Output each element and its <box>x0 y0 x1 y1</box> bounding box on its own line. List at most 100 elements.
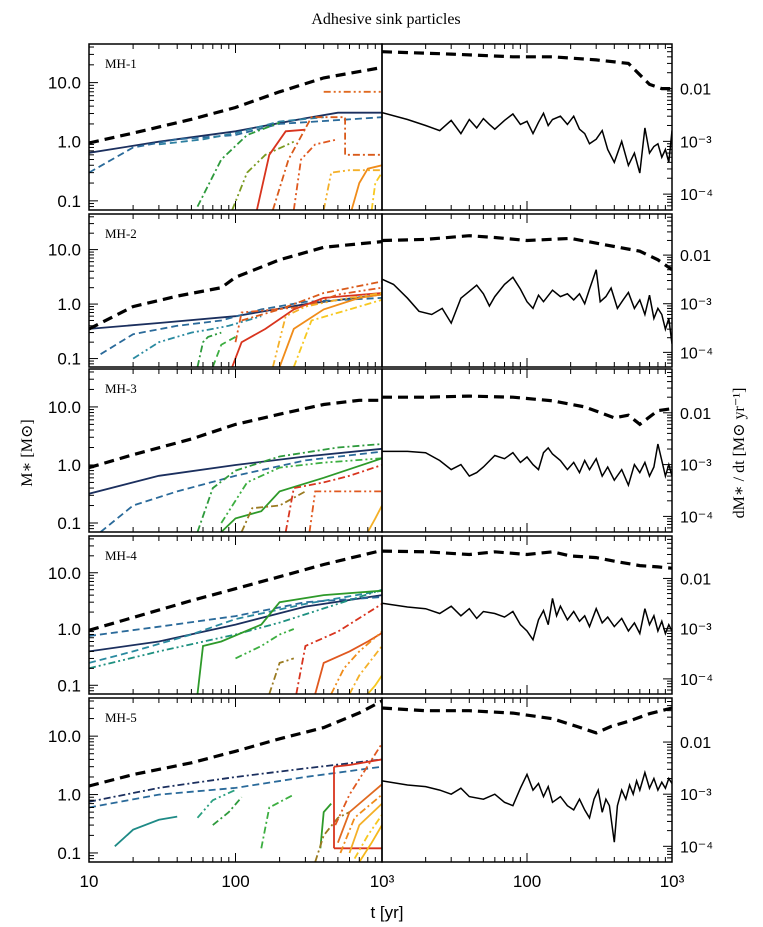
right-y-tick-label: 10⁻³ <box>680 297 712 314</box>
left-y-tick-label: 0.1 <box>57 192 81 211</box>
left-y-tick-label: 1.0 <box>57 620 81 639</box>
total-rate-line <box>382 549 672 570</box>
sink-mass-line <box>278 293 382 367</box>
sink-mass-line <box>89 594 382 653</box>
left-y-tick-label: 1.0 <box>57 456 81 475</box>
left-y-tick-label: 10.0 <box>48 398 81 417</box>
sink-mass-line <box>132 315 262 360</box>
sink-mass-line <box>333 758 382 768</box>
sink-mass-line <box>260 793 295 849</box>
total-rate-line <box>382 706 672 735</box>
total-mass-line <box>89 398 382 470</box>
left-y-tick-label: 0.1 <box>57 514 81 533</box>
left-y-tick-label: 10.0 <box>48 727 81 746</box>
rate-axes-frame <box>381 368 673 533</box>
panel-label: MH-3 <box>105 381 137 396</box>
sink-mass-line <box>89 758 382 803</box>
sink-mass-line <box>89 588 382 670</box>
left-y-tick-label: 10.0 <box>48 74 81 93</box>
sink-mass-line <box>234 286 382 343</box>
left-y-tick-label: 1.0 <box>57 133 81 152</box>
rate-axes-frame <box>381 213 673 368</box>
sink-mass-line <box>350 164 382 210</box>
left-y-tick-label: 10.0 <box>48 241 81 260</box>
panel-mh-2: 0.1 1.0 10.0 10⁻⁴ 10⁻³ 0.01 MH-2 <box>48 213 713 369</box>
sink-mass-line <box>353 814 382 860</box>
left-y-tick-label: 1.0 <box>57 295 81 314</box>
sink-mass-line <box>367 505 382 532</box>
sink-mass-line <box>231 140 295 210</box>
rate-plot <box>382 549 672 642</box>
right-y-tick-label: 10⁻⁴ <box>680 509 713 526</box>
sink-mass-line <box>196 789 236 819</box>
total-rate-line <box>382 394 672 427</box>
right-y-axis-label: dM∗ / dt [M⊙ yr⁻¹] <box>731 388 748 519</box>
left-y-tick-label: 0.1 <box>57 676 81 695</box>
total-mass-line <box>89 65 382 145</box>
figure-title: Adhesive sink particles <box>311 11 460 28</box>
rate-plot <box>382 706 672 843</box>
total-rate-line <box>382 50 672 91</box>
sink-mass-line <box>211 336 236 367</box>
sink-mass-line <box>89 765 382 809</box>
sink-mass-line <box>319 803 332 849</box>
right-y-tick-label: 10⁻³ <box>680 134 712 151</box>
sink-mass-line <box>358 824 382 862</box>
total-mass-line <box>89 240 382 331</box>
total-mass-line <box>89 548 382 632</box>
x-tick-label: 10³ <box>660 872 685 891</box>
panel-label: MH-5 <box>105 710 137 725</box>
sink-mass-line <box>330 630 382 694</box>
left-y-tick-label: 0.1 <box>57 844 81 863</box>
right-y-tick-label: 0.01 <box>680 82 711 99</box>
rate-line <box>382 111 672 174</box>
sink-mass-line <box>220 457 382 524</box>
sink-mass-line <box>89 596 382 637</box>
rate-line <box>382 598 672 642</box>
panel-mh-5: 0.1 1.0 10.0 10⁻⁴ 10⁻³ 0.01 MH-5 <box>48 697 713 863</box>
sink-mass-line <box>231 292 382 367</box>
x-tick-label: 10³ <box>370 872 395 891</box>
y-ticks <box>89 535 672 695</box>
sink-mass-line <box>348 645 382 694</box>
sink-mass-line <box>235 628 295 660</box>
rate-plot <box>382 234 672 344</box>
panel-label: MH-2 <box>105 226 137 241</box>
sink-mass-line <box>370 172 382 210</box>
right-y-tick-label: 10⁻³ <box>680 458 712 475</box>
left-y-axis-label: M∗ [M⊙] <box>19 419 36 486</box>
x-tick-labels: 10 100 10³ 100 10³ <box>80 872 685 891</box>
mass-plot <box>89 398 382 532</box>
right-y-tick-label: 10⁻⁴ <box>680 672 713 689</box>
mass-plot <box>89 699 382 862</box>
x-ticks <box>88 536 673 694</box>
sink-mass-line <box>212 796 243 826</box>
mass-plot <box>89 548 382 694</box>
left-y-tick-label: 10.0 <box>48 564 81 583</box>
sink-mass-line <box>339 793 382 854</box>
y-ticks <box>89 43 672 211</box>
sink-mass-line <box>268 657 295 694</box>
sink-mass-line <box>272 292 382 367</box>
rate-line <box>382 769 672 843</box>
right-y-tick-label: 0.01 <box>680 735 711 752</box>
total-mass-line <box>89 699 382 788</box>
right-y-tick-label: 0.01 <box>680 248 711 265</box>
x-ticks <box>88 698 673 862</box>
sink-mass-line <box>295 603 382 694</box>
sink-mass-line <box>256 128 306 210</box>
rate-plot <box>382 50 672 174</box>
x-ticks <box>88 44 673 210</box>
sink-mass-line <box>196 121 280 208</box>
panel-label: MH-4 <box>105 548 137 563</box>
right-y-tick-label: 10⁻⁴ <box>680 187 713 204</box>
rate-line <box>382 443 672 488</box>
sink-mass-line <box>348 802 382 854</box>
sink-mass-line <box>334 742 382 826</box>
left-y-tick-label: 1.0 <box>57 786 81 805</box>
x-axis-label: t [yr] <box>370 903 403 922</box>
sink-mass-line <box>220 457 382 532</box>
sink-mass-line <box>89 589 382 664</box>
sink-mass-line <box>196 331 222 367</box>
